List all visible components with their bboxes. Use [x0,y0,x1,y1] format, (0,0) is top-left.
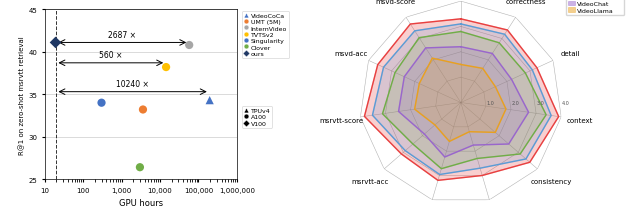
Legend: Ours, Ours (ZS), VideoChatGPT, VideoChat, VideoLlama: Ours, Ours (ZS), VideoChatGPT, VideoChat… [566,0,624,16]
X-axis label: GPU hours: GPU hours [119,198,163,206]
Point [184,44,195,47]
Polygon shape [383,32,546,169]
Text: 2687 ×: 2687 × [108,31,136,40]
Point [97,102,107,105]
Text: 10240 ×: 10240 × [116,80,149,89]
Y-axis label: R@1 on zero-shot msrvtt retrieval: R@1 on zero-shot msrvtt retrieval [19,36,26,154]
Text: 3.0: 3.0 [537,101,545,105]
Point [161,66,172,69]
Point [138,108,148,112]
Text: 560 ×: 560 × [99,51,122,60]
Polygon shape [399,47,529,157]
Point [135,166,145,169]
Polygon shape [372,25,551,175]
Point [51,42,61,45]
Text: 4.0: 4.0 [562,101,570,105]
Polygon shape [364,20,559,180]
Point [205,99,215,102]
Polygon shape [415,59,506,142]
Text: 1.0: 1.0 [486,101,494,105]
Text: 2.0: 2.0 [511,101,519,105]
Legend: TPUv4, A100, V100: TPUv4, A100, V100 [242,106,272,128]
